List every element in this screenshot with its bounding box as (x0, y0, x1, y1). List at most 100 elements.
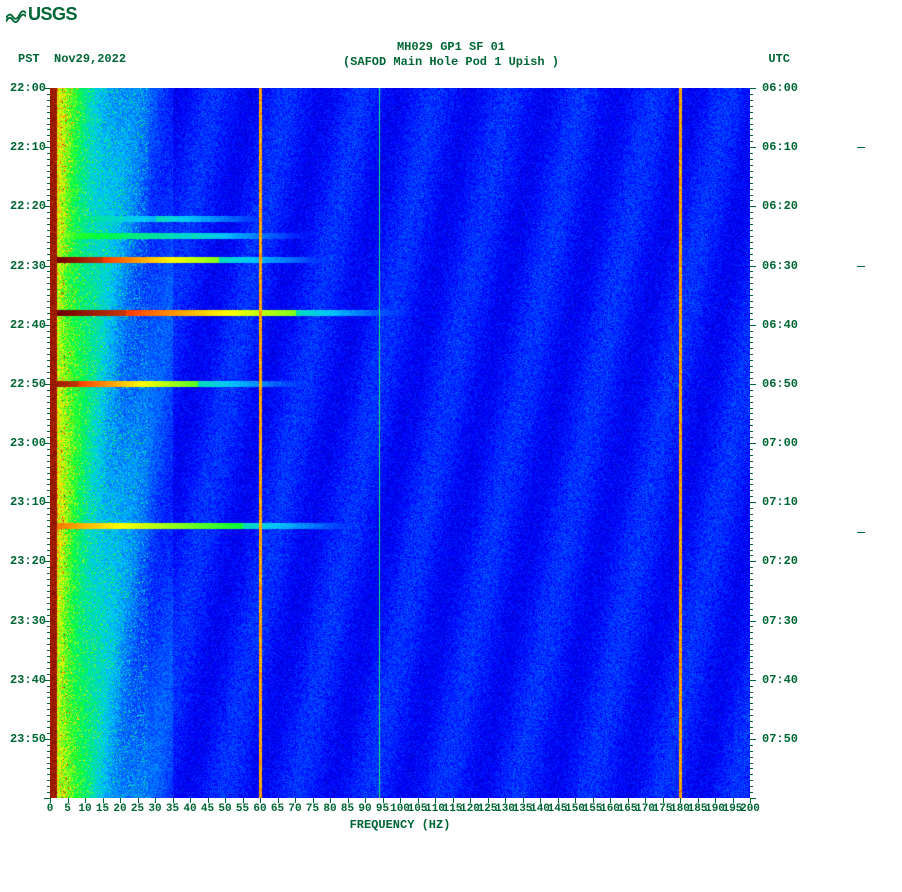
spectrogram-canvas (50, 88, 750, 798)
ytick-mark-left (47, 449, 50, 450)
ytick-mark-right (750, 183, 753, 184)
ytick-mark-left (47, 236, 50, 237)
ytick-mark-left (47, 408, 50, 409)
ytick-mark-right (750, 615, 753, 616)
ytick-mark-right (750, 621, 756, 622)
ytick-mark-right (750, 774, 753, 775)
ytick-mark-right (750, 230, 753, 231)
ytick-mark-right (750, 419, 753, 420)
ytick-mark-left (47, 212, 50, 213)
ytick-mark-left (47, 532, 50, 533)
ytick-left-label: 22:30 (10, 259, 46, 273)
ytick-mark-right (750, 686, 753, 687)
ytick-mark-right (750, 384, 756, 385)
ytick-mark-right (750, 680, 756, 681)
ytick-mark-right (750, 94, 753, 95)
ytick-mark-left (47, 112, 50, 113)
ytick-mark-left (47, 597, 50, 598)
ytick-mark-right (750, 354, 753, 355)
ytick-left-label: 23:20 (10, 554, 46, 568)
ytick-mark-right (750, 431, 753, 432)
ytick-mark-left (47, 496, 50, 497)
ytick-right-label: 07:30 (762, 614, 798, 628)
ytick-mark-right (750, 585, 753, 586)
ytick-mark-right (750, 177, 753, 178)
ytick-mark-left (47, 615, 50, 616)
ytick-mark-right (750, 402, 753, 403)
ytick-mark-right (750, 550, 753, 551)
spectrogram-plot (50, 88, 750, 798)
ytick-mark-left (47, 508, 50, 509)
xtick-label: 20 (113, 803, 126, 815)
ytick-mark-right (750, 508, 753, 509)
ytick-mark-left (47, 189, 50, 190)
ytick-right-label: 07:10 (762, 495, 798, 509)
ytick-mark-left (47, 538, 50, 539)
ytick-mark-right (750, 455, 753, 456)
ytick-mark-left (47, 603, 50, 604)
date-label: Nov29,2022 (54, 52, 126, 66)
ytick-mark-right (750, 153, 753, 154)
ytick-mark-right (750, 124, 753, 125)
x-axis-label: FREQUENCY (HZ) (50, 818, 750, 832)
ytick-right-label: 06:20 (762, 199, 798, 213)
ytick-left-label: 23:50 (10, 732, 46, 746)
ytick-mark-left (47, 715, 50, 716)
ytick-mark-right (750, 437, 753, 438)
ytick-mark-right (750, 674, 753, 675)
ytick-mark-right (750, 473, 753, 474)
ytick-mark-left (47, 763, 50, 764)
ytick-mark-right (750, 461, 753, 462)
ytick-mark-left (47, 224, 50, 225)
ytick-mark-right (750, 218, 753, 219)
ytick-mark-left (47, 402, 50, 403)
ytick-left-label: 22:10 (10, 140, 46, 154)
ytick-mark-right (750, 283, 753, 284)
ytick-left-label: 23:10 (10, 495, 46, 509)
ytick-mark-right (750, 360, 753, 361)
ytick-mark-right (750, 189, 753, 190)
ytick-mark-right (750, 266, 756, 267)
ytick-mark-right (750, 159, 753, 160)
ytick-mark-left (47, 437, 50, 438)
ytick-mark-right (750, 650, 753, 651)
ytick-mark-left (47, 390, 50, 391)
ytick-mark-left (47, 307, 50, 308)
ytick-mark-left (47, 348, 50, 349)
ytick-mark-left (47, 455, 50, 456)
ytick-mark-right (750, 727, 753, 728)
ytick-mark-left (47, 638, 50, 639)
xtick-label: 40 (183, 803, 196, 815)
ytick-mark-left (47, 555, 50, 556)
ytick-mark-right (750, 567, 753, 568)
ytick-mark-left (47, 792, 50, 793)
ytick-right-label: 07:40 (762, 673, 798, 687)
ytick-mark-left (47, 295, 50, 296)
xtick-label: 200 (740, 803, 760, 815)
tz-left-label: PST (18, 52, 40, 66)
right-bar-tick (857, 532, 865, 533)
ytick-mark-left (47, 626, 50, 627)
ytick-mark-right (750, 544, 753, 545)
ytick-mark-left (47, 183, 50, 184)
ytick-left-label: 22:50 (10, 377, 46, 391)
ytick-mark-left (47, 644, 50, 645)
ytick-mark-right (750, 490, 753, 491)
ytick-mark-right (750, 780, 753, 781)
ytick-mark-right (750, 561, 756, 562)
ytick-mark-right (750, 709, 753, 710)
ytick-mark-right (750, 597, 753, 598)
ytick-mark-left (47, 254, 50, 255)
ytick-mark-right (750, 342, 753, 343)
ytick-mark-left (47, 153, 50, 154)
xtick-label: 60 (253, 803, 266, 815)
ytick-mark-right (750, 88, 756, 89)
ytick-mark-right (750, 609, 753, 610)
ytick-right-label: 06:40 (762, 318, 798, 332)
right-bar-tick (857, 266, 865, 267)
ytick-mark-right (750, 526, 753, 527)
xtick-label: 30 (148, 803, 161, 815)
ytick-mark-right (750, 751, 753, 752)
ytick-right-label: 06:50 (762, 377, 798, 391)
ytick-mark-right (750, 313, 753, 314)
